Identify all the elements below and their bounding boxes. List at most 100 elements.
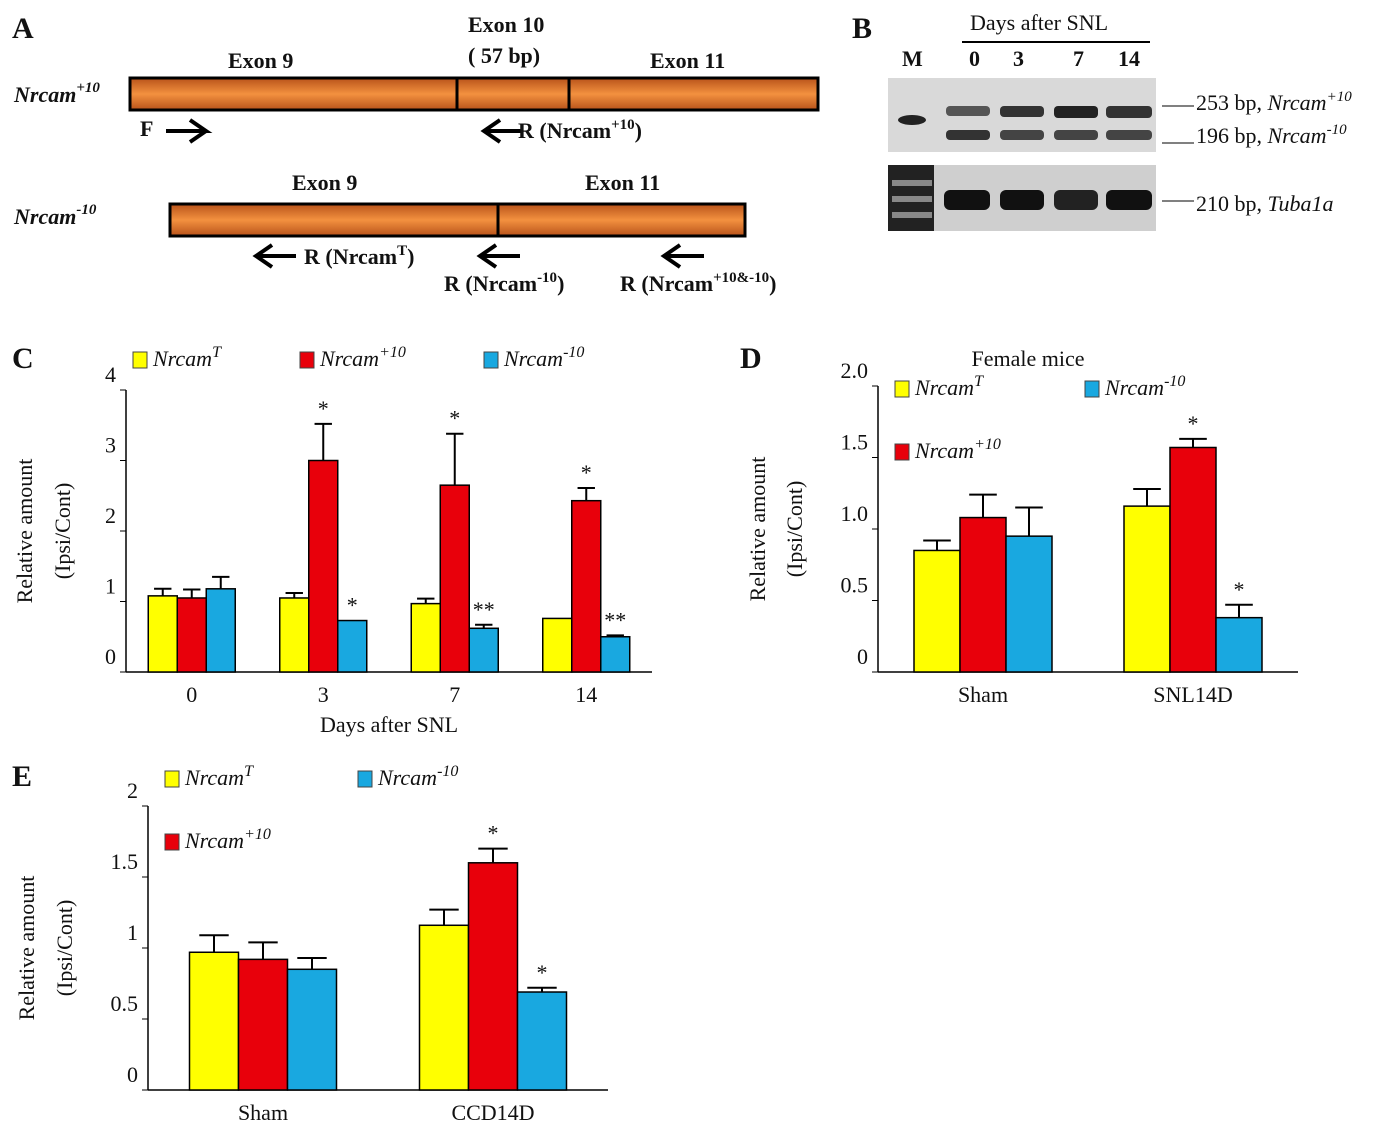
y-tick-label: 3	[105, 433, 116, 458]
error-bar	[527, 986, 557, 993]
legend-name: Nrcam	[184, 765, 244, 790]
bar	[913, 549, 961, 673]
bar	[959, 516, 1007, 673]
legend-sup: -10	[563, 344, 584, 361]
primer-close: )	[635, 118, 642, 143]
lane-label: 0	[969, 46, 980, 71]
exon-size: ( 57 bp)	[468, 43, 540, 68]
bar	[337, 619, 368, 673]
bar	[1005, 535, 1053, 673]
bar	[176, 597, 207, 673]
primer-text: R (Nrcam	[620, 271, 713, 296]
legend-swatch	[357, 770, 373, 788]
exon-label: Exon 10	[468, 12, 544, 37]
bar	[571, 499, 602, 673]
significance-marker: *	[318, 396, 329, 421]
legend-label: NrcamT	[184, 763, 254, 790]
y-tick-label: 1.5	[111, 849, 139, 874]
legend-label: Nrcam+10	[184, 826, 271, 853]
band-size: 210 bp,	[1196, 191, 1268, 216]
error-bar	[577, 486, 595, 501]
primer-close: )	[407, 244, 414, 269]
primer-label: F	[140, 116, 153, 141]
error-bar	[1225, 603, 1253, 618]
isoform-label: Nrcam+10	[13, 80, 100, 107]
y-tick-label: 1	[105, 574, 116, 599]
bar	[468, 627, 499, 673]
primer-sup: -10	[537, 270, 557, 286]
legend-name: Nrcam	[319, 346, 379, 371]
bar	[600, 636, 631, 673]
error-bar	[212, 575, 230, 589]
significance-marker: *	[1188, 411, 1199, 436]
y-tick-label: 0	[105, 644, 116, 669]
bar	[308, 459, 339, 673]
legend-label: Nrcam+10	[914, 436, 1001, 463]
y-tick-label: 0.5	[841, 573, 869, 598]
panel-label: C	[12, 342, 34, 375]
band-size: 196 bp,	[1196, 123, 1268, 148]
primer-sup: T	[397, 243, 407, 259]
significance-marker: **	[604, 607, 626, 632]
legend-swatch	[894, 380, 910, 398]
legend-sup: -10	[1164, 373, 1185, 390]
primer-label: R (Nrcam-10)	[444, 270, 564, 296]
y-tick-label: 0	[127, 1062, 138, 1087]
bar	[542, 617, 573, 673]
primer-close: )	[769, 271, 776, 296]
legend-swatch	[164, 770, 180, 788]
band-gene: Tuba1a	[1268, 191, 1334, 216]
legend-name: Nrcam	[377, 765, 437, 790]
legend-swatch	[299, 351, 315, 369]
isoform-sup: +10	[76, 80, 100, 96]
y-tick-label: 1	[127, 920, 138, 945]
legend-sup: +10	[974, 436, 1001, 453]
bar	[516, 991, 568, 1091]
significance-marker: *	[581, 460, 592, 485]
primer-label: R (NrcamT)	[304, 243, 414, 269]
y-axis-label: Relative amount	[745, 457, 770, 602]
exon-bar	[168, 202, 747, 238]
bar	[1123, 505, 1171, 673]
primer-text: R (Nrcam	[444, 271, 537, 296]
y-tick-label: 1.0	[841, 501, 869, 526]
y-tick-label: 0.5	[111, 991, 139, 1016]
isoform-sup: -10	[76, 202, 96, 218]
error-bar	[1179, 437, 1207, 448]
legend-name: Nrcam	[152, 346, 212, 371]
primer-label: R (Nrcam+10&-10)	[620, 270, 776, 296]
x-tick-label: CCD14D	[451, 1100, 534, 1125]
legend-label: Nrcam-10	[503, 344, 584, 371]
significance-marker: *	[347, 593, 358, 618]
error-bar	[297, 956, 327, 970]
y-axis-label: (Ipsi/Cont)	[52, 900, 77, 997]
exon-label: Exon 11	[585, 170, 660, 195]
error-bar	[1133, 487, 1161, 507]
error-bar	[248, 941, 278, 960]
error-bar	[475, 623, 493, 629]
x-tick-label: 7	[449, 682, 460, 707]
significance-marker: *	[488, 821, 499, 846]
panel-label: D	[740, 342, 762, 375]
legend-swatch	[483, 351, 499, 369]
legend-name: Nrcam	[184, 828, 244, 853]
error-bar	[606, 634, 624, 637]
x-tick-label: 0	[186, 682, 197, 707]
x-tick-label: SNL14D	[1153, 682, 1232, 707]
legend-sup: T	[212, 344, 222, 361]
significance-marker: *	[449, 406, 460, 431]
legend-name: Nrcam	[914, 438, 974, 463]
primer-arrows	[252, 243, 704, 269]
error-bar	[429, 908, 459, 926]
x-tick-label: Sham	[238, 1100, 288, 1125]
legend-sup: T	[974, 373, 984, 390]
band-label: 196 bp, Nrcam-10	[1196, 122, 1347, 148]
bar	[410, 602, 441, 673]
exon-label: Exon 9	[292, 170, 357, 195]
legend-label: Nrcam-10	[1104, 373, 1185, 400]
primer-arrow	[188, 129, 208, 144]
error-bar	[969, 493, 997, 518]
legend-swatch	[894, 443, 910, 461]
primer-close: )	[557, 271, 564, 296]
